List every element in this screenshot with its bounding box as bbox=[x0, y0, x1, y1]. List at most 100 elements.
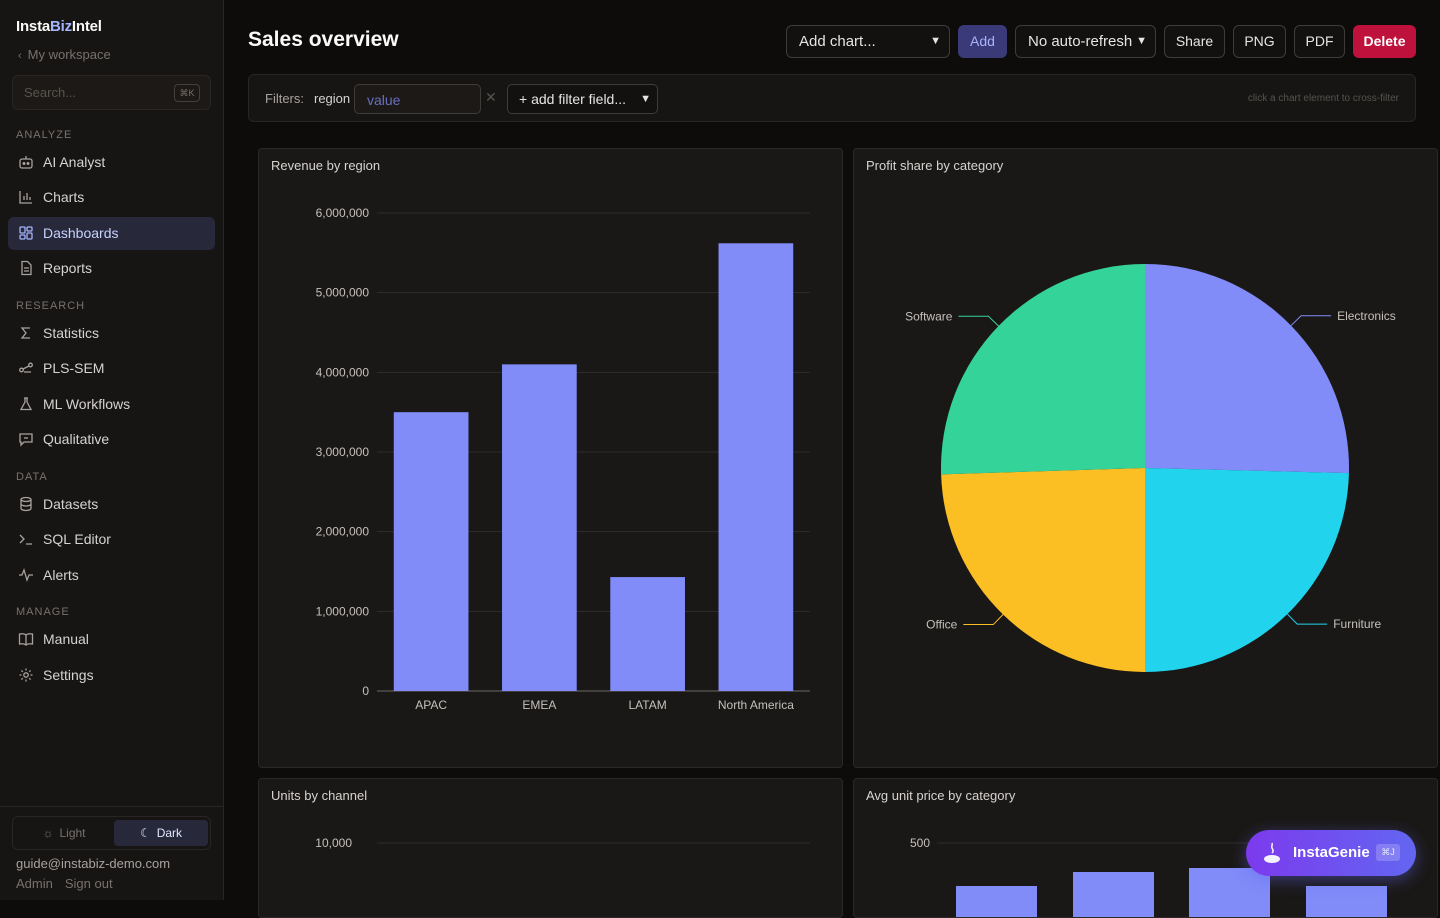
x-tick-label: APAC bbox=[415, 698, 447, 712]
sidebar-item-datasets[interactable]: Datasets bbox=[8, 488, 215, 521]
png-export-button[interactable]: PNG bbox=[1233, 25, 1286, 58]
share-button[interactable]: Share bbox=[1164, 25, 1225, 58]
sign-out-link[interactable]: Sign out bbox=[64, 876, 113, 891]
instagenie-shortcut: ⌘J bbox=[1376, 844, 1400, 861]
add-chart-select-value: Add chart... bbox=[799, 33, 876, 50]
pie-label: Office bbox=[926, 618, 957, 632]
chart-card-profit: Profit share by category Electronics Furn… bbox=[853, 148, 1438, 768]
page-title: Sales overview bbox=[248, 28, 399, 51]
gear-icon bbox=[19, 668, 33, 682]
auto-refresh-value: No auto-refresh bbox=[1028, 33, 1133, 50]
bar-emea bbox=[502, 364, 577, 691]
price-bar-4 bbox=[1306, 886, 1387, 917]
add-button[interactable]: Add bbox=[958, 25, 1007, 58]
pie-leader-line bbox=[963, 614, 1004, 626]
theme-light-button[interactable]: ☼ Light bbox=[17, 820, 111, 846]
revenue-bar-chart: 0 1,000,000 2,000,000 3,000,000 4,000,000 5,0… bbox=[316, 206, 810, 712]
pie-leader-line bbox=[1287, 613, 1328, 625]
units-bar-chart: 10,000 bbox=[315, 836, 810, 850]
chevron-down-icon: ▼ bbox=[640, 93, 651, 105]
pie-leader-line bbox=[1290, 315, 1332, 326]
y-tick-label: 5,000,000 bbox=[316, 286, 370, 300]
x-tick-label: EMEA bbox=[522, 698, 556, 712]
sidebar-item-label: Settings bbox=[43, 667, 94, 683]
chart-title: Revenue by region bbox=[271, 158, 381, 173]
sidebar-item-label: Datasets bbox=[43, 496, 99, 512]
database-icon bbox=[20, 496, 32, 512]
search-input[interactable]: Search... ⌘K bbox=[12, 75, 211, 110]
sidebar-item-label: Charts bbox=[43, 189, 85, 205]
theme-dark-button[interactable]: ☾ Dark bbox=[114, 820, 208, 846]
brand-accent: Biz bbox=[50, 18, 72, 35]
pie-label: Electronics bbox=[1337, 309, 1396, 323]
y-tick-label: 6,000,000 bbox=[316, 206, 370, 220]
section-research: RESEARCH bbox=[16, 300, 86, 312]
bar-north-america bbox=[718, 243, 794, 692]
filters-label: Filters: bbox=[265, 91, 304, 106]
x-tick-label: LATAM bbox=[629, 698, 667, 712]
section-manage: MANAGE bbox=[16, 606, 70, 618]
y-tick-label: 10,000 bbox=[315, 836, 352, 850]
sidebar-item-alerts[interactable]: Alerts bbox=[8, 559, 215, 592]
sidebar-item-manual[interactable]: Manual bbox=[8, 623, 215, 656]
bar-chart-icon bbox=[19, 191, 32, 204]
add-filter-field-label: + add filter field... bbox=[519, 91, 627, 107]
sidebar: InstaBizIntel ‹ My workspace Search... ⌘K… bbox=[0, 0, 224, 900]
sidebar-item-sql-editor[interactable]: SQL Editor bbox=[8, 523, 215, 556]
filter-value-input[interactable]: value bbox=[354, 84, 481, 114]
y-tick-label: 1,000,000 bbox=[316, 604, 370, 618]
workspace-label: My workspace bbox=[27, 47, 111, 62]
flask-icon bbox=[19, 397, 33, 411]
terminal-icon bbox=[19, 534, 32, 545]
y-tick-label: 2,000,000 bbox=[316, 525, 370, 539]
sidebar-item-label: Statistics bbox=[43, 325, 100, 341]
pie-label: Furniture bbox=[1333, 617, 1381, 631]
filter-field-name: region bbox=[314, 91, 351, 106]
delete-button[interactable]: Delete bbox=[1353, 25, 1416, 58]
book-icon bbox=[18, 633, 34, 646]
pdf-export-button[interactable]: PDF bbox=[1294, 25, 1345, 58]
chart-card-revenue: Revenue by region 0 1,000,000 2,000,000 3,0… bbox=[258, 148, 843, 768]
add-filter-field-select[interactable]: + add filter field... ▼ bbox=[507, 84, 658, 114]
sigma-icon bbox=[20, 327, 30, 339]
sidebar-item-qualitative[interactable]: Qualitative bbox=[8, 423, 215, 456]
sidebar-item-label: Manual bbox=[43, 631, 89, 647]
search-placeholder: Search... bbox=[24, 85, 77, 100]
sidebar-item-dashboards[interactable]: Dashboards bbox=[8, 217, 215, 250]
price-bar-2 bbox=[1073, 872, 1154, 917]
close-icon[interactable]: ✕ bbox=[485, 89, 497, 105]
cross-filter-hint: click a chart element to cross-filter bbox=[1247, 93, 1399, 104]
pie-label: Software bbox=[905, 309, 953, 323]
theme-light-label: Light bbox=[59, 826, 86, 840]
brand-logo[interactable]: InstaBizIntel bbox=[16, 18, 102, 35]
add-chart-select[interactable]: Add chart... ▼ bbox=[786, 25, 950, 58]
chart-card-units: Units by channel 10,000 bbox=[258, 778, 843, 918]
document-icon bbox=[21, 260, 32, 276]
sidebar-item-settings[interactable]: Settings bbox=[8, 659, 215, 692]
dashboard-grid-icon bbox=[19, 226, 33, 240]
theme-toggle: ☼ Light ☾ Dark bbox=[12, 816, 211, 850]
network-icon bbox=[19, 362, 33, 373]
pulse-icon bbox=[19, 568, 33, 582]
instagenie-button[interactable]: InstaGenie ⌘J bbox=[1246, 830, 1416, 876]
auto-refresh-select[interactable]: No auto-refresh ▼ bbox=[1015, 25, 1156, 58]
chat-icon bbox=[19, 433, 33, 447]
main-content: Sales overview Add chart... ▼ Add No auto… bbox=[224, 0, 1440, 918]
user-role-link[interactable]: Admin bbox=[16, 876, 53, 891]
sidebar-item-ml-workflows[interactable]: ML Workflows bbox=[8, 388, 215, 421]
filter-value-placeholder: value bbox=[367, 92, 401, 108]
moon-icon: ☾ bbox=[139, 826, 151, 840]
sidebar-item-statistics[interactable]: Statistics bbox=[8, 317, 215, 350]
sidebar-item-label: AI Analyst bbox=[43, 154, 106, 170]
pie-slice-furniture bbox=[1145, 468, 1349, 672]
genie-lamp-icon bbox=[1264, 842, 1280, 863]
sidebar-item-reports[interactable]: Reports bbox=[8, 252, 215, 285]
user-links: Admin Sign out bbox=[16, 876, 125, 891]
sidebar-item-pls-sem[interactable]: PLS-SEM bbox=[8, 352, 215, 385]
x-tick-label: North America bbox=[718, 698, 794, 712]
chart-title: Avg unit price by category bbox=[866, 788, 1016, 803]
workspace-link[interactable]: ‹ My workspace bbox=[18, 47, 111, 62]
sidebar-item-ai-analyst[interactable]: AI Analyst bbox=[8, 146, 215, 179]
filter-bar: Filters: region value ✕ + add filter fie… bbox=[248, 74, 1416, 122]
sidebar-item-charts[interactable]: Charts bbox=[8, 181, 215, 214]
